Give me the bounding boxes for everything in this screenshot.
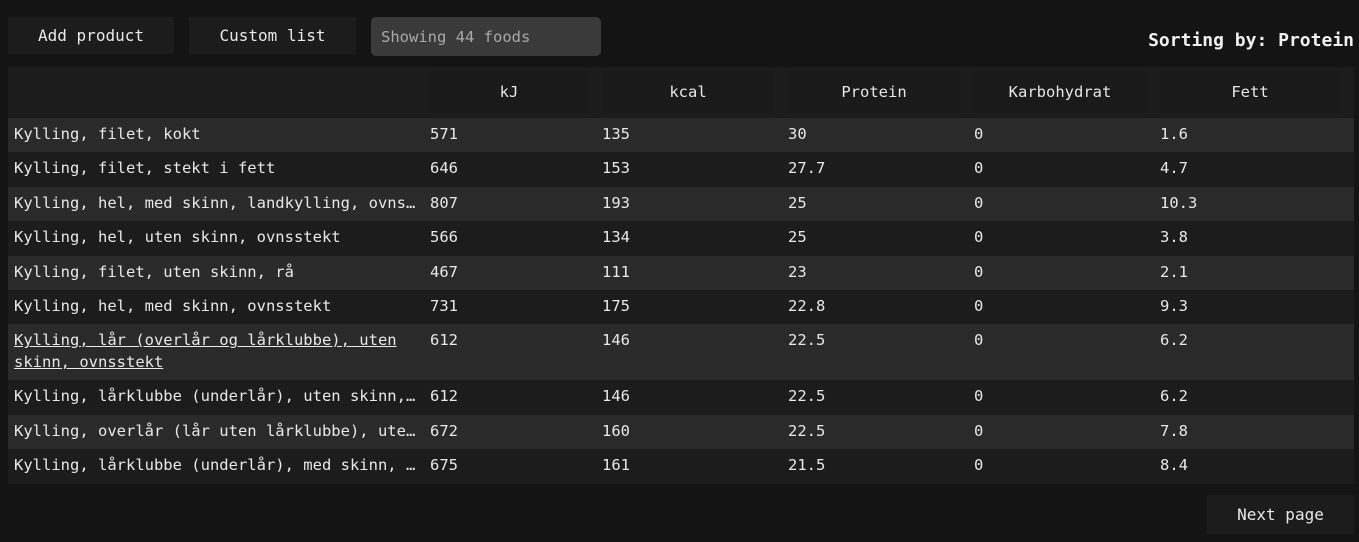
next-page-button[interactable]: Next page [1207, 495, 1354, 534]
add-product-button[interactable]: Add product [8, 17, 174, 54]
cell-kcal: 160 [602, 421, 630, 440]
custom-list-button[interactable]: Custom list [189, 17, 356, 54]
food-name-cell[interactable]: Kylling, filet, uten skinn, rå [14, 262, 294, 281]
food-name-cell[interactable]: Kylling, lårklubbe (underlår), uten skin… [14, 387, 430, 406]
cell-kcal: 111 [602, 262, 630, 281]
cell-fat: 9.3 [1160, 296, 1188, 315]
cell-kj: 612 [430, 331, 458, 350]
sorting-indicator: Sorting by: Protein [1148, 30, 1354, 51]
food-name-cell[interactable]: Kylling, filet, kokt [14, 125, 201, 143]
food-table: kJ kcal Protein Karbohydrat Fett Kylling… [8, 67, 1354, 484]
table-row[interactable]: Kylling, filet, kokt 571 135 30 0 1.6 [8, 118, 1354, 153]
cell-kcal: 146 [602, 387, 630, 406]
cell-fat: 6.2 [1160, 331, 1188, 350]
table-row[interactable]: Kylling, hel, uten skinn, ovnsstekt 566 13… [8, 221, 1354, 256]
cell-carbs: 0 [974, 125, 984, 143]
cell-carbs: 0 [974, 296, 984, 315]
cell-protein: 21.5 [788, 456, 826, 475]
cell-kj: 571 [430, 125, 458, 143]
food-name-cell[interactable]: Kylling, hel, med skinn, ovnsstekt [14, 296, 332, 315]
cell-protein: 27.7 [788, 159, 826, 178]
cell-protein: 22.5 [788, 387, 826, 406]
header-name [8, 67, 430, 118]
header-protein[interactable]: Protein [788, 67, 974, 118]
food-name-cell[interactable]: Kylling, hel, med skinn, landkylling, ov… [14, 193, 430, 212]
cell-kcal: 153 [602, 159, 630, 178]
cell-protein: 25 [788, 193, 807, 212]
table-row[interactable]: Kylling, lårklubbe (underlår), med skinn… [8, 449, 1354, 484]
cell-kj: 467 [430, 262, 458, 281]
header-karbohydrat[interactable]: Karbohydrat [974, 67, 1160, 118]
food-name-cell[interactable]: Kylling, overlår (lår uten lårklubbe), u… [14, 421, 430, 440]
cell-kcal: 135 [602, 125, 630, 143]
header-kcal[interactable]: kcal [602, 67, 788, 118]
food-name-cell[interactable]: Kylling, hel, uten skinn, ovnsstekt [14, 228, 341, 247]
cell-fat: 2.1 [1160, 262, 1188, 281]
cell-carbs: 0 [974, 228, 984, 247]
cell-fat: 7.8 [1160, 421, 1188, 440]
cell-protein: 23 [788, 262, 807, 281]
table-row[interactable]: Kylling, filet, uten skinn, rå 467 111 23 0 2… [8, 255, 1354, 290]
food-name-cell[interactable]: Kylling, lår (overlår og lårklubbe), ute… [14, 331, 397, 372]
cell-carbs: 0 [974, 387, 984, 406]
cell-protein: 22.8 [788, 296, 826, 315]
cell-protein: 22.5 [788, 421, 826, 440]
cell-kj: 612 [430, 387, 458, 406]
cell-kj: 807 [430, 193, 458, 212]
cell-fat: 6.2 [1160, 387, 1188, 406]
table-row[interactable]: Kylling, overlår (lår uten lårklubbe), u… [8, 414, 1354, 450]
cell-kcal: 161 [602, 456, 630, 475]
cell-kcal: 134 [602, 228, 630, 247]
table-row[interactable]: Kylling, lår (overlår og lårklubbe), ute… [8, 324, 1354, 381]
cell-kj: 731 [430, 296, 458, 315]
table-row[interactable]: Kylling, hel, med skinn, ovnsstekt 731 175… [8, 289, 1354, 325]
header-kj[interactable]: kJ [430, 67, 602, 118]
table-row[interactable]: Kylling, hel, med skinn, landkylling, ov… [8, 186, 1354, 222]
cell-fat: 3.8 [1160, 228, 1188, 247]
cell-fat: 8.4 [1160, 456, 1188, 475]
cell-kcal: 193 [602, 193, 630, 212]
cell-kj: 672 [430, 421, 458, 440]
search-input[interactable] [371, 17, 601, 56]
cell-carbs: 0 [974, 262, 984, 281]
cell-kj: 566 [430, 228, 458, 247]
table-header-row: kJ kcal Protein Karbohydrat Fett [8, 67, 1354, 118]
toolbar: Add product Custom list Sorting by: Prot… [0, 0, 1359, 60]
cell-carbs: 0 [974, 421, 984, 440]
food-name-cell[interactable]: Kylling, filet, stekt i fett [14, 159, 276, 178]
cell-carbs: 0 [974, 456, 984, 475]
cell-kj: 675 [430, 456, 458, 475]
cell-protein: 25 [788, 228, 807, 247]
header-fett[interactable]: Fett [1160, 67, 1354, 118]
cell-protein: 22.5 [788, 331, 826, 350]
food-name-cell[interactable]: Kylling, lårklubbe (underlår), med skinn… [14, 456, 430, 475]
cell-kcal: 146 [602, 331, 630, 350]
cell-fat: 4.7 [1160, 159, 1188, 178]
cell-fat: 1.6 [1160, 125, 1188, 143]
cell-kj: 646 [430, 159, 458, 178]
cell-fat: 10.3 [1160, 193, 1198, 212]
cell-kcal: 175 [602, 296, 630, 315]
cell-protein: 30 [788, 125, 807, 143]
cell-carbs: 0 [974, 159, 984, 178]
cell-carbs: 0 [974, 193, 984, 212]
table-row[interactable]: Kylling, lårklubbe (underlår), uten skin… [8, 380, 1354, 415]
cell-carbs: 0 [974, 331, 984, 350]
table-row[interactable]: Kylling, filet, stekt i fett 646 153 27.7 0 4… [8, 152, 1354, 187]
